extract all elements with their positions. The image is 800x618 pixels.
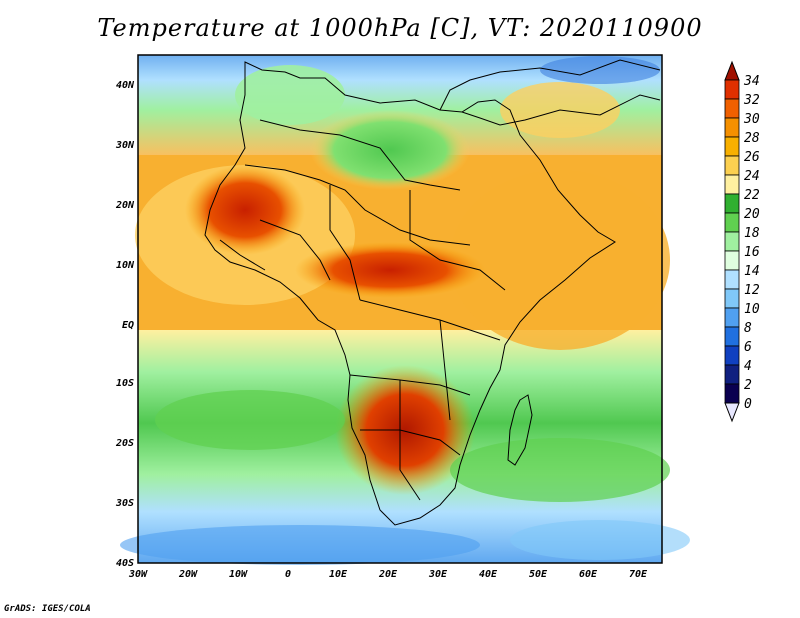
chart-title: Temperature at 1000hPa [C], VT: 20201109… (97, 14, 703, 42)
coastline-borders (204, 59, 661, 526)
lat-tick-label: 20S (115, 438, 134, 449)
lon-tick-label: 20E (378, 569, 398, 580)
credit-text: GrADS: IGES/COLA (4, 604, 91, 614)
colorbar-level-label: 6 (744, 340, 752, 355)
colorbar-swatch (724, 117, 740, 138)
lat-axis: 40N 30N 20N 10N EQ 10S 20S 30S 40S (115, 80, 135, 569)
lon-tick-label: 30W (128, 569, 148, 580)
colorbar-level-label: 28 (744, 131, 760, 146)
colorbar-swatch (724, 364, 740, 385)
colorbar-swatch (724, 231, 740, 252)
lon-tick-label: 30E (428, 569, 448, 580)
lon-tick-label: 40E (479, 569, 498, 580)
colorbar-swatch (724, 136, 740, 157)
lat-tick-label: 40S (116, 558, 134, 569)
colorbar-level-label: 22 (744, 188, 760, 203)
colorbar-level-label: 32 (743, 93, 760, 108)
lat-tick-label: 30S (115, 498, 134, 509)
lon-tick-label: 0 (285, 569, 291, 580)
colorbar-level-label: 26 (744, 150, 760, 165)
colorbar-swatch (724, 345, 740, 366)
colorbar-level-label: 30 (743, 112, 760, 127)
colorbar-swatch (724, 212, 740, 233)
lat-tick-label: 10N (116, 260, 135, 271)
lon-axis: 30W 20W 10W 0 10E 20E 30E 40E 50E 60E 70… (128, 569, 648, 580)
colorbar-level-label: 12 (744, 283, 760, 298)
colorbar-swatch (724, 326, 740, 347)
colorbar-swatch (724, 193, 740, 214)
colorbar-level-label: 16 (744, 245, 760, 260)
lat-tick-label: EQ (122, 320, 134, 331)
colorbar-level-label: 10 (744, 302, 760, 317)
lon-tick-label: 60E (579, 569, 598, 580)
lat-tick-label: 20N (115, 200, 135, 211)
colorbar-min-arrow (724, 402, 740, 423)
colorbar-swatch (724, 79, 740, 100)
lon-tick-label: 50E (529, 569, 548, 580)
colorbar-swatch (724, 307, 740, 328)
colorbar-level-label: 0 (744, 397, 752, 412)
colorbar-level-label: 34 (743, 74, 760, 89)
lat-tick-label: 40N (116, 80, 135, 91)
colorbar-swatch (724, 98, 740, 119)
map-plot-area (120, 55, 690, 565)
colorbar-swatch (724, 288, 740, 309)
colorbar-swatch (724, 383, 740, 404)
colorbar-level-label: 14 (744, 264, 760, 279)
colorbar-level-label: 8 (744, 321, 752, 336)
lon-tick-label: 10W (229, 569, 248, 580)
lon-tick-label: 70E (629, 569, 648, 580)
lon-tick-label: 10E (329, 569, 348, 580)
colorbar-level-label: 20 (744, 207, 760, 222)
colorbar-level-label: 24 (744, 169, 760, 184)
colorbar-level-label: 4 (744, 359, 752, 374)
colorbar-swatch (724, 250, 740, 271)
colorbar-max-arrow (724, 60, 740, 81)
lon-tick-label: 20W (178, 569, 198, 580)
colorbar-swatch (724, 269, 740, 290)
map-frame (137, 54, 663, 564)
colorbar-swatch (724, 174, 740, 195)
lat-tick-label: 10S (116, 378, 134, 389)
colorbar-swatch (724, 155, 740, 176)
colorbar-level-label: 18 (744, 226, 760, 241)
colorbar-level-label: 2 (744, 378, 752, 393)
lat-tick-label: 30N (115, 140, 135, 151)
